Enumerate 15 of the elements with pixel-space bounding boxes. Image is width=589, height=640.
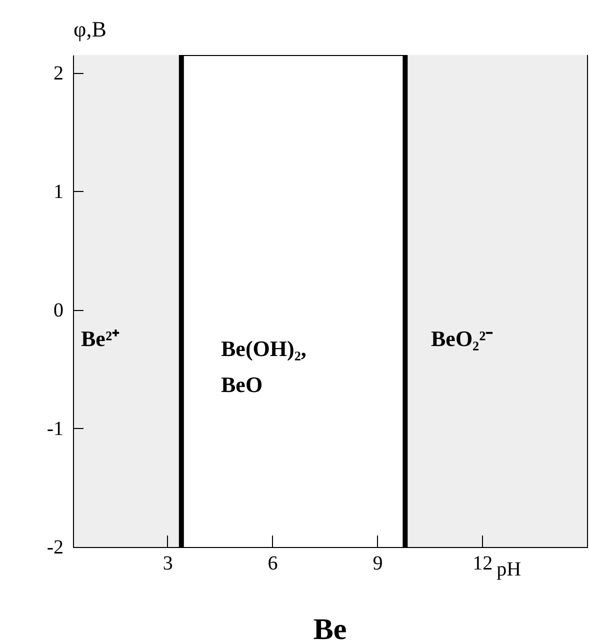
annotation: Be(OH)₂, BeO <box>221 335 306 400</box>
y-tick-label: 1 <box>54 180 64 203</box>
text: Be <box>313 613 347 640</box>
x-tick-label: 6 <box>268 552 278 574</box>
x-axis-title: pH <box>496 558 522 580</box>
y-tick-label: 0 <box>54 299 64 322</box>
y-axis-title: φ,B <box>74 16 106 42</box>
x-tick-label: 9 <box>372 552 383 574</box>
x-tick-label: 3 <box>162 552 173 574</box>
y-tick-label: 2 <box>54 62 64 84</box>
annotation: Be²⁺ <box>81 325 120 354</box>
y-tick-label: -2 <box>46 536 64 558</box>
x-tick-label: 12 <box>472 552 493 574</box>
y-tick-label: -1 <box>46 418 64 440</box>
annotation: BeO₂²⁻ <box>431 325 493 354</box>
